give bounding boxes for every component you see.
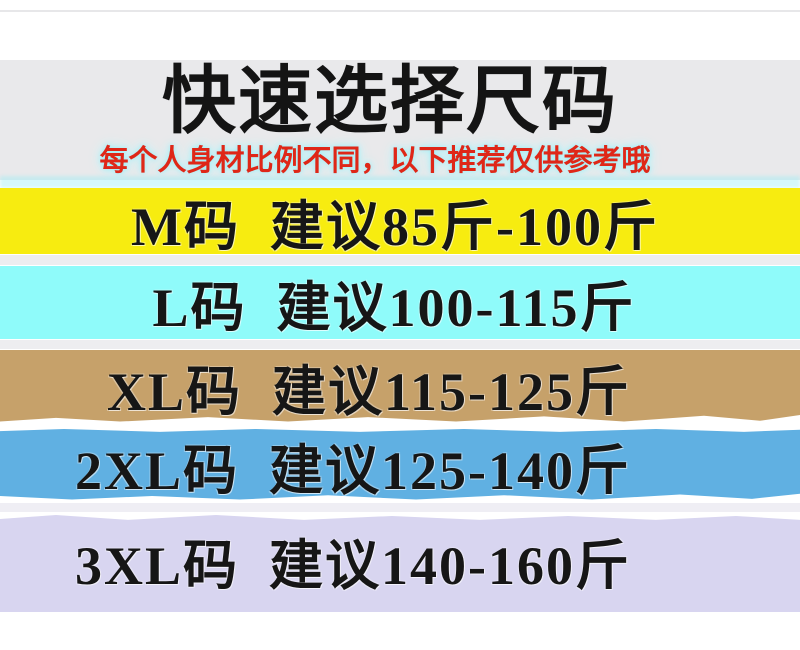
size-row-m: M码 建议85斤-100斤 [0,188,800,257]
weight-advice: 建议100-115斤 [276,278,636,338]
size-label: M码 [131,196,240,257]
size-row-2xl: 2XL码 建议125-140斤 [0,429,800,500]
weight-advice: 建议140-160斤 [269,536,631,596]
size-row-text: M码 建议85斤-100斤 [131,182,659,261]
size-label: L码 [152,278,247,338]
size-row-text: 3XL码 建议140-160斤 [75,521,631,600]
size-label: 3XL码 [75,536,240,596]
size-label: 2XL码 [75,440,240,501]
size-row-xl: XL码 建议115-125斤 [0,350,800,422]
row-gap-divider [0,255,800,265]
disclaimer-text: 每个人身材比例不同，以下推荐仅供参考哦 [99,145,651,177]
row-gap-divider [0,340,800,349]
subtitle-glow-strip [0,176,800,188]
weight-advice: 建议85斤-100斤 [269,196,659,257]
weight-advice: 建议125-140斤 [269,440,631,501]
size-row-3xl: 3XL码 建议140-160斤 [0,514,800,612]
size-label: XL码 [106,362,242,422]
size-row-text: 2XL码 建议125-140斤 [75,429,631,501]
size-row-text: L码 建议100-115斤 [152,263,635,342]
weight-advice: 建议115-125斤 [272,362,632,422]
size-row-text: XL码 建议115-125斤 [106,350,632,422]
top-divider-line [0,10,800,12]
size-row-l: L码 建议100-115斤 [0,266,800,339]
row-gap-divider [0,503,800,512]
title-band: 快速选择尺码 每个人身材比例不同，以下推荐仅供参考哦 [0,60,800,180]
page-title: 快速选择尺码 [162,61,618,143]
